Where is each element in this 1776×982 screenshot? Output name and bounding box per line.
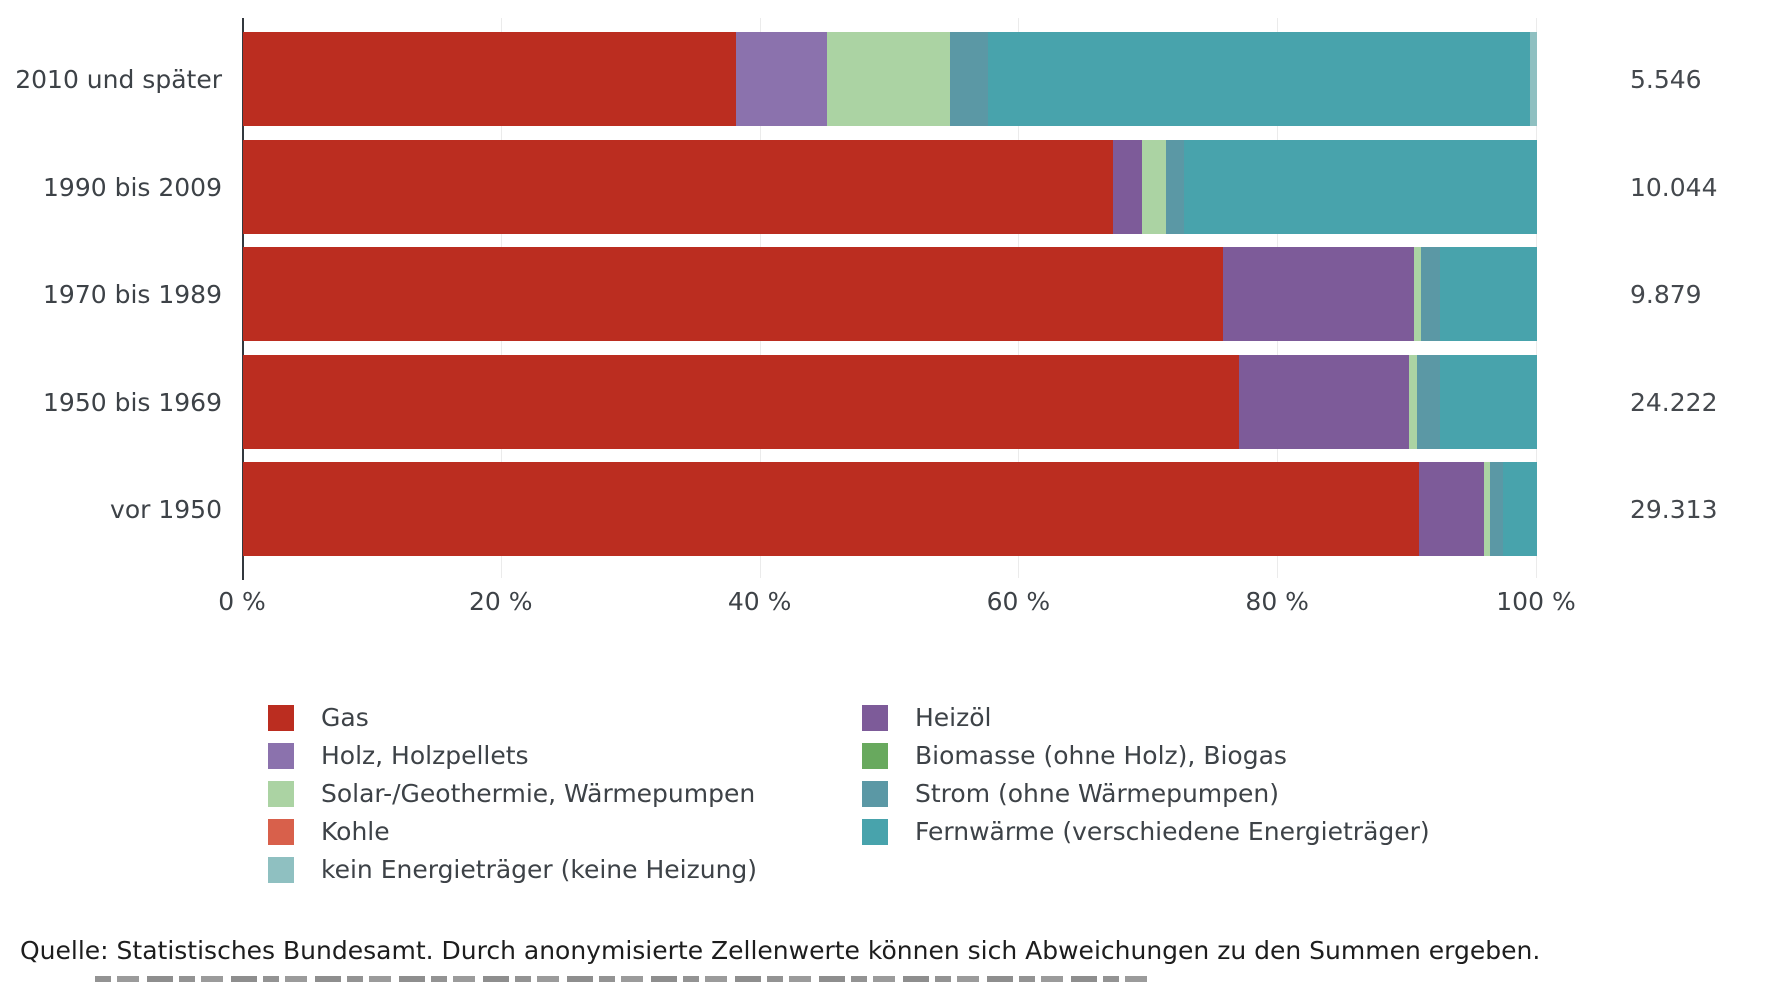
bar-segment[interactable]	[1239, 355, 1409, 449]
bar-segment[interactable]	[1439, 247, 1537, 341]
legend-item: Gas	[268, 703, 757, 732]
x-tick-label: 60 %	[986, 586, 1051, 616]
bar-segment[interactable]	[1222, 247, 1415, 341]
legend-swatch-icon	[862, 742, 888, 769]
category-label: 1970 bis 1989	[43, 279, 222, 309]
category-label: 2010 und später	[15, 64, 222, 94]
legend-swatch-icon	[862, 818, 888, 845]
total-value-label: 9.879	[1630, 279, 1702, 309]
bar-segment[interactable]	[243, 247, 1223, 341]
category-label: 1950 bis 1969	[43, 387, 222, 417]
bar-segment[interactable]	[1530, 32, 1537, 126]
bar-segment[interactable]	[1112, 140, 1143, 234]
x-tick-label: 20 %	[469, 586, 533, 616]
bar-segment[interactable]	[1414, 247, 1421, 341]
total-value-label: 24.222	[1630, 387, 1718, 417]
total-value-label: 10.044	[1630, 172, 1718, 202]
total-value-label: 5.546	[1630, 64, 1702, 94]
legend-column: Gas Holz, Holzpellets Solar-/Geothermie, W…	[268, 703, 758, 894]
bar-segment[interactable]	[1165, 140, 1184, 234]
legend-swatch-icon	[268, 742, 294, 769]
legend-item: Strom (ohne Wärmepumpen)	[862, 779, 1430, 808]
x-tick-label: 100 %	[1496, 586, 1576, 616]
legend-item: kein Energieträger (keine Heizung)	[268, 855, 758, 884]
legend-label: Strom (ohne Wärmepumpen)	[915, 779, 1279, 808]
category-label: vor 1950	[110, 494, 222, 524]
legend-item: Kohle	[268, 817, 757, 846]
legend-swatch-icon	[268, 704, 294, 731]
legend-item: Biomasse (ohne Holz), Biogas	[862, 741, 1430, 770]
legend-label: Heizöl	[915, 703, 992, 732]
bar-segment[interactable]	[1439, 355, 1537, 449]
bar-row	[243, 247, 1537, 341]
total-value-label: 29.313	[1630, 494, 1718, 524]
legend-swatch-icon	[268, 780, 294, 807]
legend-swatch-icon	[268, 818, 294, 845]
x-tick-label: 80 %	[1245, 586, 1309, 616]
x-tick-label: 0 %	[218, 586, 266, 616]
bar-segment[interactable]	[1490, 462, 1504, 556]
bar-segment[interactable]	[1503, 462, 1537, 556]
bar-segment[interactable]	[736, 32, 827, 126]
legend-item: Holz, Holzpellets	[268, 741, 757, 770]
bar-segment[interactable]	[1420, 247, 1440, 341]
bar-segment[interactable]	[1408, 355, 1417, 449]
bar-segment[interactable]	[1142, 140, 1166, 234]
bar-segment[interactable]	[243, 140, 1113, 234]
category-label: 1990 bis 2009	[43, 172, 222, 202]
bar-row	[243, 140, 1537, 234]
legend-item: Fernwärme (verschiedene Energieträger)	[862, 817, 1430, 846]
legend-label: Kohle	[321, 817, 390, 846]
bar-row	[243, 462, 1537, 556]
legend-label: Holz, Holzpellets	[321, 741, 529, 770]
source-note: Quelle: Statistisches Bundesamt. Durch a…	[20, 936, 1541, 965]
legend-column: Heizöl Biomasse (ohne Holz), Biogas Strom …	[862, 703, 1430, 856]
legend-item: Solar-/Geothermie, Wärmepumpen	[268, 779, 757, 808]
legend-item: Heizöl	[862, 703, 1430, 732]
bar-segment[interactable]	[243, 32, 736, 126]
legend-swatch-icon	[862, 704, 888, 731]
bar-segment[interactable]	[1483, 462, 1491, 556]
bar-segment[interactable]	[826, 32, 950, 126]
bar-segment[interactable]	[243, 355, 1240, 449]
bar-segment[interactable]	[949, 32, 989, 126]
cutoff-text-strip	[95, 976, 1150, 982]
bar-segment[interactable]	[1419, 462, 1484, 556]
legend-swatch-icon	[268, 856, 294, 883]
bar-segment[interactable]	[988, 32, 1531, 126]
bar-segment[interactable]	[1416, 355, 1440, 449]
legend-label: kein Energieträger (keine Heizung)	[321, 855, 758, 884]
legend-label: Gas	[321, 703, 369, 732]
bar-row	[243, 355, 1537, 449]
legend-label: Fernwärme (verschiedene Energieträger)	[915, 817, 1430, 846]
bar-segment[interactable]	[1183, 140, 1537, 234]
legend-label: Biomasse (ohne Holz), Biogas	[915, 741, 1287, 770]
legend-label: Solar-/Geothermie, Wärmepumpen	[321, 779, 756, 808]
legend-swatch-icon	[862, 780, 888, 807]
bar-segment[interactable]	[243, 462, 1420, 556]
bar-row	[243, 32, 1537, 126]
x-tick-label: 40 %	[727, 586, 792, 616]
